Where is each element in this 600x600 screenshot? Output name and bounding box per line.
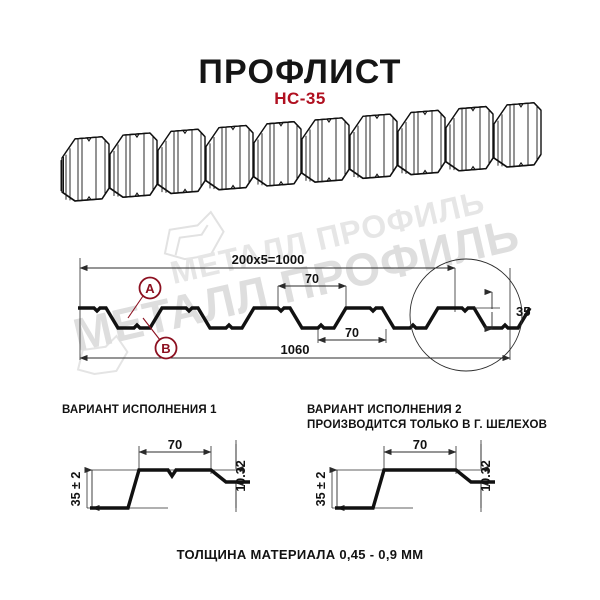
variant-2-title: ВАРИАНТ ИСПОЛНЕНИЯ 2 <box>307 404 462 416</box>
variant-2-dimension-thickness-label: 10.32 <box>479 460 493 491</box>
variant-2-dimension-height-label: 35 ± 2 <box>314 472 328 507</box>
variant-2-dimension-flange: 70 <box>383 437 457 456</box>
dimension-height-35: 35 <box>474 288 530 333</box>
variant-2-subtitle: ПРОИЗВОДИТСЯ ТОЛЬКО В Г. ШЕЛЕХОВ <box>307 419 548 431</box>
variant-1-dimension-flange: 70 <box>138 437 212 456</box>
callout-marker-b-label: B <box>161 341 170 356</box>
page-title: ПРОФЛИСТ <box>198 53 402 91</box>
isometric-corrugation-group <box>60 101 542 203</box>
dimension-pitch: 200x5=1000 <box>79 252 456 272</box>
variant-2-dimension-flange-label: 70 <box>413 437 427 452</box>
callout-marker-a-label: A <box>145 281 155 296</box>
variant-1-profile-polyline <box>90 468 250 510</box>
variant-1-title: ВАРИАНТ ИСПОЛНЕНИЯ 1 <box>62 404 217 416</box>
dimension-pitch-label: 200x5=1000 <box>232 252 305 267</box>
variant-1-dimension-flange-label: 70 <box>168 437 182 452</box>
callout-marker-a: A <box>127 276 162 319</box>
profile-polyline <box>78 306 532 330</box>
material-thickness-note: ТОЛЩИНА МАТЕРИАЛА 0,45 - 0,9 ММ <box>176 547 424 562</box>
variant-1-dimension-thickness-label: 10.32 <box>234 460 248 491</box>
dimension-crest-70: 70 <box>277 272 347 307</box>
dimension-valley-70-label: 70 <box>345 326 359 340</box>
detail-circle <box>409 258 523 372</box>
model-designation: НС-35 <box>274 89 326 108</box>
callout-marker-b: B <box>142 317 178 360</box>
watermark-logo-icon <box>163 210 225 261</box>
variant-1-dimension-height: 35 ± 2 <box>69 466 100 512</box>
variant-1-dimension-thickness: 10.32 <box>234 444 248 508</box>
variant-2-heading: ВАРИАНТ ИСПОЛНЕНИЯ 2 ПРОИЗВОДИТСЯ ТОЛЬКО… <box>307 403 547 433</box>
dimension-crest-70-label: 70 <box>305 272 319 286</box>
variant-1-dimension-height-label: 35 ± 2 <box>69 472 83 507</box>
variant-1-heading: ВАРИАНТ ИСПОЛНЕНИЯ 1 <box>62 403 217 418</box>
dimension-overall-width: 1060 <box>79 342 511 362</box>
dimension-valley-70: 70 <box>317 326 387 344</box>
variant-2-dimension-height: 35 ± 2 <box>314 466 345 512</box>
variant-2-profile-polyline <box>335 468 495 510</box>
watermark-logo-icon-2 <box>76 334 129 375</box>
dimension-height-35-label: 35 <box>516 304 530 319</box>
dimension-overall-width-label: 1060 <box>281 342 310 357</box>
variant-2-dimension-thickness: 10.32 <box>479 444 493 508</box>
